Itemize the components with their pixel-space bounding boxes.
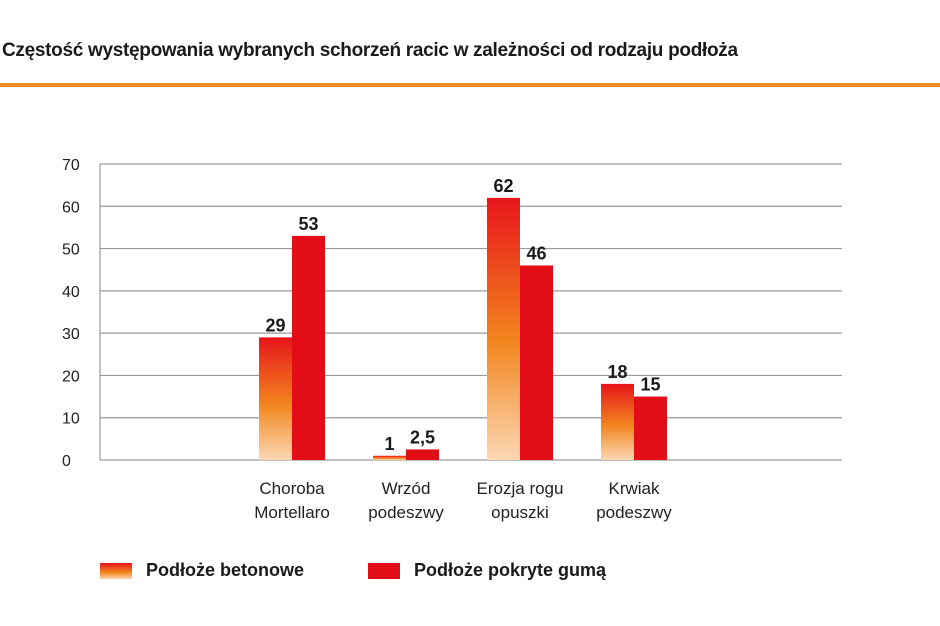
bar-concrete — [601, 383, 634, 460]
y-axis-ticks: 0 10 20 30 40 50 60 70 — [62, 157, 80, 470]
category-label: podeszwy — [368, 503, 444, 522]
legend-item-concrete: Podłoże betonowe — [100, 560, 304, 581]
data-label-concrete: 1 — [384, 434, 394, 454]
bar-concrete — [259, 337, 292, 460]
bar-concrete — [373, 455, 406, 460]
data-labels: 29 53 1 2,5 62 46 18 15 — [265, 176, 660, 454]
data-label-rubber: 2,5 — [410, 427, 435, 447]
bar-chart: 0 10 20 30 40 50 60 70 29 53 1 2,5 62 46 18 15 Choroba… — [62, 157, 842, 522]
gridlines — [99, 163, 842, 461]
data-label-rubber: 53 — [298, 214, 318, 234]
y-tick-label: 20 — [62, 368, 80, 385]
data-label-concrete: 18 — [607, 362, 627, 382]
bars — [259, 197, 667, 461]
bar-concrete — [487, 197, 520, 461]
legend-item-rubber: Podłoże pokryte gumą — [368, 560, 606, 581]
category-label: opuszki — [491, 503, 549, 522]
category-label: Mortellaro — [254, 503, 330, 522]
chart-title: Częstość występowania wybranych schorzeń… — [2, 40, 738, 61]
y-tick-label: 50 — [62, 242, 80, 259]
data-label-rubber: 46 — [526, 243, 546, 263]
legend-label-rubber: Podłoże pokryte gumą — [414, 560, 607, 580]
bar-rubber — [406, 449, 439, 460]
data-label-concrete: 62 — [493, 176, 513, 196]
category-label: Erozja rogu — [477, 479, 564, 498]
category-label: Krwiak — [608, 479, 660, 498]
data-label-concrete: 29 — [265, 315, 285, 335]
bar-rubber — [520, 265, 553, 460]
category-label: podeszwy — [596, 503, 672, 522]
category-labels: Choroba Mortellaro Wrzód podeszwy Erozja rog… — [254, 479, 672, 522]
y-tick-label: 0 — [62, 453, 71, 470]
y-tick-label: 70 — [62, 157, 80, 174]
legend-swatch-rubber — [368, 562, 400, 579]
legend-swatch-concrete — [100, 562, 132, 579]
bar-rubber — [634, 396, 667, 460]
category-label: Choroba — [259, 479, 325, 498]
y-tick-label: 60 — [62, 199, 80, 216]
y-tick-label: 30 — [62, 326, 80, 343]
bar-rubber — [292, 235, 325, 460]
title-underline — [0, 83, 940, 87]
y-tick-label: 10 — [62, 411, 80, 428]
category-label: Wrzód — [382, 479, 431, 498]
legend-label-concrete: Podłoże betonowe — [146, 560, 305, 580]
y-tick-label: 40 — [62, 284, 80, 301]
data-label-rubber: 15 — [640, 375, 660, 395]
